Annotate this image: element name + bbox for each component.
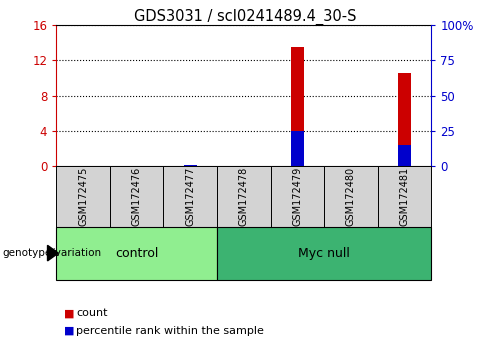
Bar [184, 165, 197, 166]
Bar [378, 166, 431, 227]
Text: Myc null: Myc null [298, 247, 350, 259]
Bar [56, 227, 217, 280]
Polygon shape [48, 245, 58, 261]
Text: percentile rank within the sample: percentile rank within the sample [76, 326, 264, 336]
Bar [398, 145, 411, 166]
Bar [291, 131, 304, 166]
Text: GSM172478: GSM172478 [239, 167, 249, 226]
Bar [184, 165, 197, 166]
Text: GSM172479: GSM172479 [293, 167, 302, 226]
Bar [270, 166, 324, 227]
Text: GDS3031 / scl0241489.4_30-S: GDS3031 / scl0241489.4_30-S [134, 9, 356, 25]
Bar [110, 166, 164, 227]
Bar [398, 73, 411, 166]
Bar [56, 166, 110, 227]
Bar [164, 166, 217, 227]
Text: GSM172476: GSM172476 [132, 167, 142, 226]
Text: GSM172475: GSM172475 [78, 167, 88, 226]
Text: ■: ■ [64, 326, 74, 336]
Bar [217, 166, 270, 227]
Bar [324, 166, 378, 227]
Text: GSM172480: GSM172480 [346, 167, 356, 226]
Bar [291, 47, 304, 166]
Text: GSM172481: GSM172481 [399, 167, 410, 226]
Text: control: control [115, 247, 158, 259]
Text: ■: ■ [64, 308, 74, 318]
Text: genotype/variation: genotype/variation [2, 248, 101, 258]
Text: count: count [76, 308, 107, 318]
Bar [217, 227, 431, 280]
Text: GSM172477: GSM172477 [185, 167, 195, 226]
